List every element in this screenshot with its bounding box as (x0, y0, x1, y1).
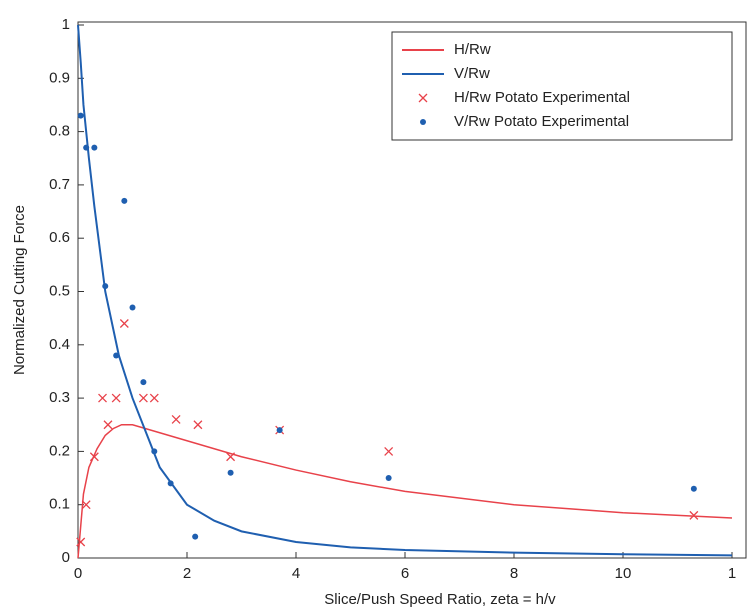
y-tick-label: 0.1 (49, 496, 70, 513)
legend-swatch (420, 119, 426, 125)
point-dot (168, 480, 174, 486)
point-dot (192, 534, 198, 540)
y-tick-label: 0.6 (49, 229, 70, 246)
legend-label: H/Rw Potato Experimental (454, 89, 630, 106)
y-tick-label: 0.2 (49, 442, 70, 459)
point-dot (277, 427, 283, 433)
y-tick-label: 0.4 (49, 336, 70, 353)
point-dot (78, 113, 84, 119)
x-tick-label: 2 (183, 565, 191, 582)
x-tick-label: 10 (615, 565, 632, 582)
legend-label: H/Rw (454, 41, 491, 58)
y-tick-label: 0.7 (49, 176, 70, 193)
y-tick-label: 0.8 (49, 123, 70, 140)
x-axis-label: Slice/Push Speed Ratio, zeta = h/v (324, 591, 556, 608)
point-dot (130, 304, 136, 310)
legend-label: V/Rw Potato Experimental (454, 113, 629, 130)
point-dot (83, 145, 89, 151)
point-dot (386, 475, 392, 481)
point-dot (691, 486, 697, 492)
legend-label: V/Rw (454, 65, 490, 82)
point-dot (228, 470, 234, 476)
x-tick-label: 4 (292, 565, 300, 582)
y-tick-label: 0.5 (49, 282, 70, 299)
y-axis-label: Normalized Cutting Force (11, 205, 28, 375)
x-tick-label: 1 (728, 565, 736, 582)
x-tick-label: 0 (74, 565, 82, 582)
y-tick-label: 0 (62, 549, 70, 566)
point-dot (91, 145, 97, 151)
x-tick-label: 6 (401, 565, 409, 582)
y-tick-label: 0.9 (49, 69, 70, 86)
point-dot (151, 448, 157, 454)
point-dot (121, 198, 127, 204)
point-dot (140, 379, 146, 385)
chart: Slice/Push Speed Ratio, zeta = h/v Norma… (0, 0, 747, 611)
point-dot (113, 352, 119, 358)
y-tick-label: 1 (62, 16, 70, 33)
y-tick-label: 0.3 (49, 389, 70, 406)
point-dot (102, 283, 108, 289)
x-tick-label: 8 (510, 565, 518, 582)
